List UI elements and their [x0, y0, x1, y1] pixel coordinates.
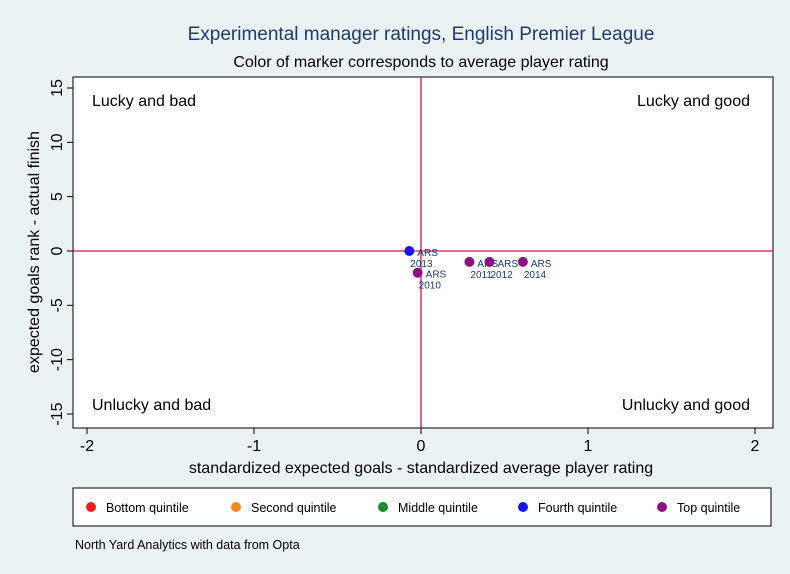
legend: Bottom quintile Second quintile Middle qui… [86, 501, 740, 515]
legend-marker-top-quintile [657, 502, 667, 512]
legend-box [72, 487, 772, 527]
x-tick-label: -2 [80, 438, 94, 455]
chart-subtitle: Color of marker corresponds to average p… [233, 54, 608, 71]
legend-marker-middle-quintile [378, 502, 388, 512]
legend-marker-fourth-quintile [518, 502, 528, 512]
source-note: North Yard Analytics with data from Opta [75, 538, 300, 552]
point-ars-2014 [517, 256, 528, 267]
chart-title: Experimental manager ratings, English Pr… [188, 24, 655, 45]
y-tick-label: 0 [49, 246, 66, 255]
y-tick-label: 10 [49, 133, 66, 151]
y-axis-title: expected goals rank - actual finish [26, 131, 43, 373]
x-tick-label: 0 [417, 438, 426, 455]
quadrant-label-lucky-good: Lucky and good [637, 93, 750, 110]
y-axis: -15 -10 -5 0 5 10 15 [49, 79, 73, 426]
legend-marker-second-quintile [231, 502, 241, 512]
point-label-year-ars-2012: 2012 [490, 270, 513, 281]
y-tick-label: 5 [49, 192, 66, 201]
legend-marker-bottom-quintile [86, 502, 96, 512]
legend-label-fourth-quintile: Fourth quintile [538, 501, 617, 515]
x-axis: -2 -1 0 1 2 [80, 428, 760, 455]
point-label-year-ars-2014: 2014 [524, 270, 547, 281]
point-label-team-ars-2013: ARS [417, 248, 438, 259]
point-label-team-ars-2012: ARS [497, 259, 518, 270]
x-tick-label: 1 [584, 438, 593, 455]
point-label-team-ars-2010: ARS [426, 270, 447, 281]
y-tick-label: 15 [49, 79, 66, 97]
data-points: ARS2013ARS2010ARS2011ARS2012ARS2014 [404, 246, 552, 292]
legend-label-second-quintile: Second quintile [251, 501, 337, 515]
point-ars-2013 [404, 246, 415, 256]
quadrant-label-lucky-bad: Lucky and bad [92, 93, 196, 110]
point-ars-2011 [464, 256, 475, 267]
x-tick-label: 2 [751, 438, 760, 455]
point-ars-2010 [412, 267, 423, 278]
point-label-team-ars-2014: ARS [531, 259, 552, 270]
point-label-year-ars-2011: 2011 [470, 270, 492, 281]
point-label-year-ars-2013: 2013 [410, 259, 433, 270]
legend-label-top-quintile: Top quintile [677, 501, 740, 515]
quadrant-label-unlucky-bad: Unlucky and bad [92, 397, 211, 414]
y-tick-label: -5 [49, 298, 66, 312]
y-tick-label: -15 [49, 402, 66, 425]
x-axis-title: standardized expected goals - standardiz… [189, 460, 653, 477]
y-tick-label: -10 [49, 348, 66, 371]
plot-area [72, 76, 774, 429]
point-ars-2012 [484, 256, 495, 267]
quadrant-label-unlucky-good: Unlucky and good [622, 397, 750, 414]
legend-label-bottom-quintile: Bottom quintile [106, 501, 189, 515]
legend-label-middle-quintile: Middle quintile [398, 501, 478, 515]
x-tick-label: -1 [247, 438, 261, 455]
point-label-year-ars-2010: 2010 [419, 281, 442, 292]
